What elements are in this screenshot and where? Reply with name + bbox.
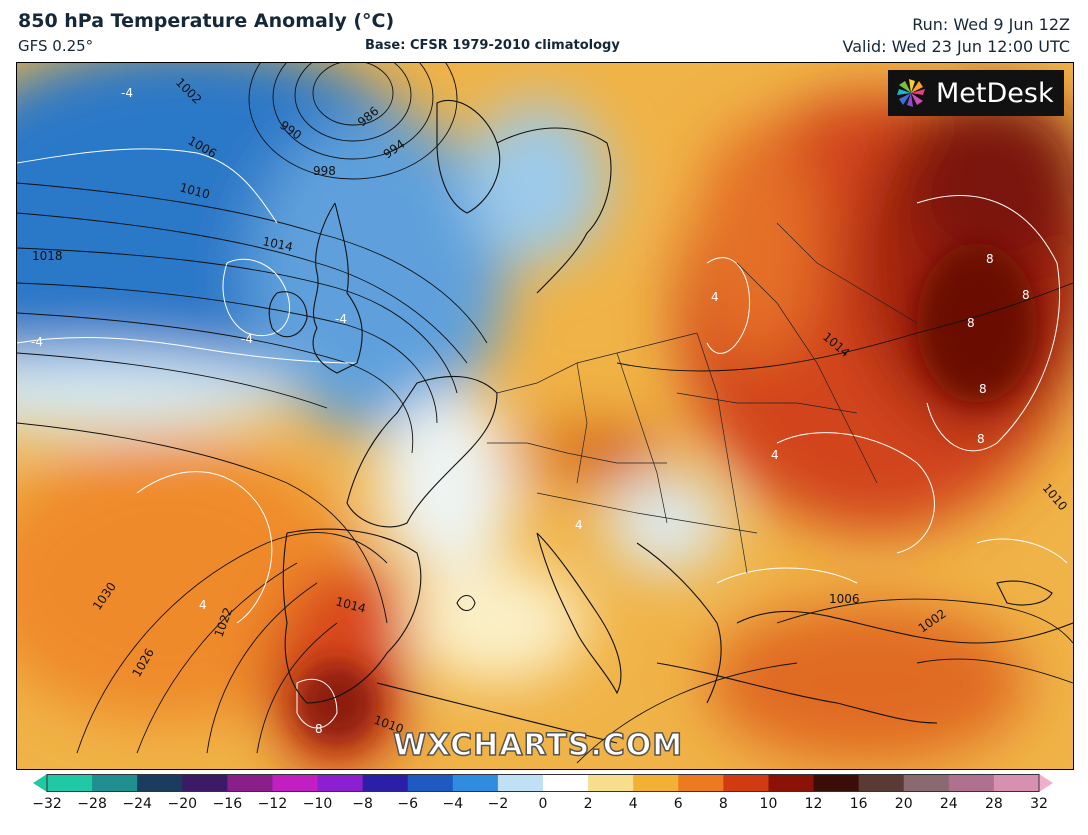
- anomaly-label: 4: [711, 290, 719, 304]
- run-time-label: Run: Wed 9 Jun 12Z: [912, 15, 1070, 34]
- anomaly-label: 4: [771, 448, 779, 462]
- colorbar-cell: [948, 774, 995, 792]
- isobar-lines: [17, 63, 1073, 764]
- anomaly-labels: -4 -4 -4 -4 4 4 4 4 8 8 8 8 8 8: [31, 86, 1030, 736]
- colorbar-cell: [543, 774, 589, 792]
- colorbar-tick-label: −6: [397, 796, 419, 812]
- anomaly-label: 4: [575, 518, 583, 532]
- colorbar-cell: [407, 774, 454, 792]
- colorbar-cell: [903, 774, 950, 792]
- climatology-base-label: Base: CFSR 1979-2010 climatology: [365, 38, 620, 53]
- anomaly-label: 8: [977, 432, 985, 446]
- chart-title: 850 hPa Temperature Anomaly (°C): [18, 10, 395, 32]
- colorbar-cell: [768, 774, 815, 792]
- colorbar-tick-labels: −32 −28 −24 −20 −16 −12 −10 −8 −6 −4 −2 0 2 4 6 8 10 12 16…: [0, 796, 1088, 818]
- isobar-label: 1014: [261, 234, 294, 254]
- colorbar-tick-label: 32: [1030, 796, 1048, 812]
- colorbar-cell: [633, 774, 679, 792]
- country-borders: [487, 222, 918, 574]
- anomaly-label: 4: [199, 598, 207, 612]
- colorbar-tick-label: 16: [849, 796, 868, 812]
- colorbar-cell: [858, 774, 905, 792]
- colorbar-cell: [678, 774, 724, 792]
- colorbar-cell: [317, 774, 364, 792]
- colorbar-tick-label: −24: [122, 796, 152, 812]
- colorbar-left-arrow: [33, 774, 47, 792]
- colorbar-tick-label: −16: [212, 796, 243, 812]
- metdesk-logo-text: MetDesk: [936, 77, 1054, 109]
- colorbar-cell: [272, 774, 319, 792]
- anomaly-label: -4: [121, 86, 133, 100]
- colorbar-cell: [993, 774, 1040, 792]
- colorbar-tick-label: 2: [583, 796, 593, 812]
- colorbar-cell: [92, 774, 138, 792]
- anomaly-label: -4: [241, 332, 253, 346]
- anomaly-label: 8: [1022, 288, 1030, 302]
- colorbar: [33, 774, 1053, 792]
- colorbar-cell: [227, 774, 274, 792]
- colorbar-tick-label: 6: [673, 796, 683, 812]
- colorbar-tick-label: −8: [352, 796, 373, 812]
- anomaly-label: 8: [986, 252, 994, 266]
- colorbar-frame: [46, 774, 1040, 792]
- colorbar-tick-label: −10: [302, 796, 333, 812]
- colorbar-cell: [137, 774, 183, 792]
- colorbar-cell: [452, 774, 499, 792]
- colorbar-tick-label: 20: [894, 796, 913, 812]
- colorbar-cell: [182, 774, 228, 792]
- colorbar-tick-label: 8: [718, 796, 728, 812]
- valid-time-label: Valid: Wed 23 Jun 12:00 UTC: [842, 37, 1070, 56]
- isobar-label: 998: [313, 164, 336, 178]
- colorbar-tick-label: 24: [939, 796, 958, 812]
- colorbar-tick-label: −4: [442, 796, 464, 812]
- anomaly-map: 990 986 994 998 1002 1006 1010 1014 1018…: [16, 62, 1074, 770]
- colorbar-tick-label: −20: [167, 796, 198, 812]
- colorbar-cell: [588, 774, 634, 792]
- map-canvas: 990 986 994 998 1002 1006 1010 1014 1018…: [17, 63, 1073, 769]
- colorbar-cell: [47, 774, 93, 792]
- metdesk-logo: MetDesk: [888, 70, 1064, 116]
- colorbar-tick-label: 0: [538, 796, 548, 812]
- anomaly-label: 8: [315, 722, 323, 736]
- colorbar-cell: [813, 774, 860, 792]
- colorbar-tick-label: 28: [984, 796, 1003, 812]
- anomaly-contours: [17, 148, 1068, 729]
- colorbar-tick-label: −32: [32, 796, 62, 812]
- isobar-label: 1006: [829, 592, 860, 606]
- colorbar-right-arrow: [1039, 774, 1053, 792]
- colorbar-tick-label: −2: [487, 796, 509, 812]
- colorbar-tick-label: −28: [77, 796, 107, 812]
- colorbar-cell: [723, 774, 770, 792]
- colorbar-cell: [362, 774, 409, 792]
- model-label: GFS 0.25°: [18, 37, 94, 55]
- colorbar-tick-label: 10: [759, 796, 778, 812]
- anomaly-label: 8: [967, 316, 975, 330]
- metdesk-pinwheel-icon: [897, 79, 925, 107]
- anomaly-label: 8: [979, 382, 987, 396]
- wxcharts-watermark: WXCHARTS.COM: [392, 727, 684, 764]
- chart-header: 850 hPa Temperature Anomaly (°C) GFS 0.2…: [0, 0, 1088, 62]
- coastlines: [268, 99, 1073, 744]
- anomaly-label: -4: [335, 312, 347, 326]
- colorbar-cell: [497, 774, 544, 792]
- isobar-label: 1018: [32, 249, 63, 263]
- colorbar-tick-label: 4: [628, 796, 638, 812]
- anomaly-label: -4: [31, 335, 43, 349]
- colorbar-tick-label: 12: [804, 796, 823, 812]
- colorbar-tick-label: −12: [257, 796, 288, 812]
